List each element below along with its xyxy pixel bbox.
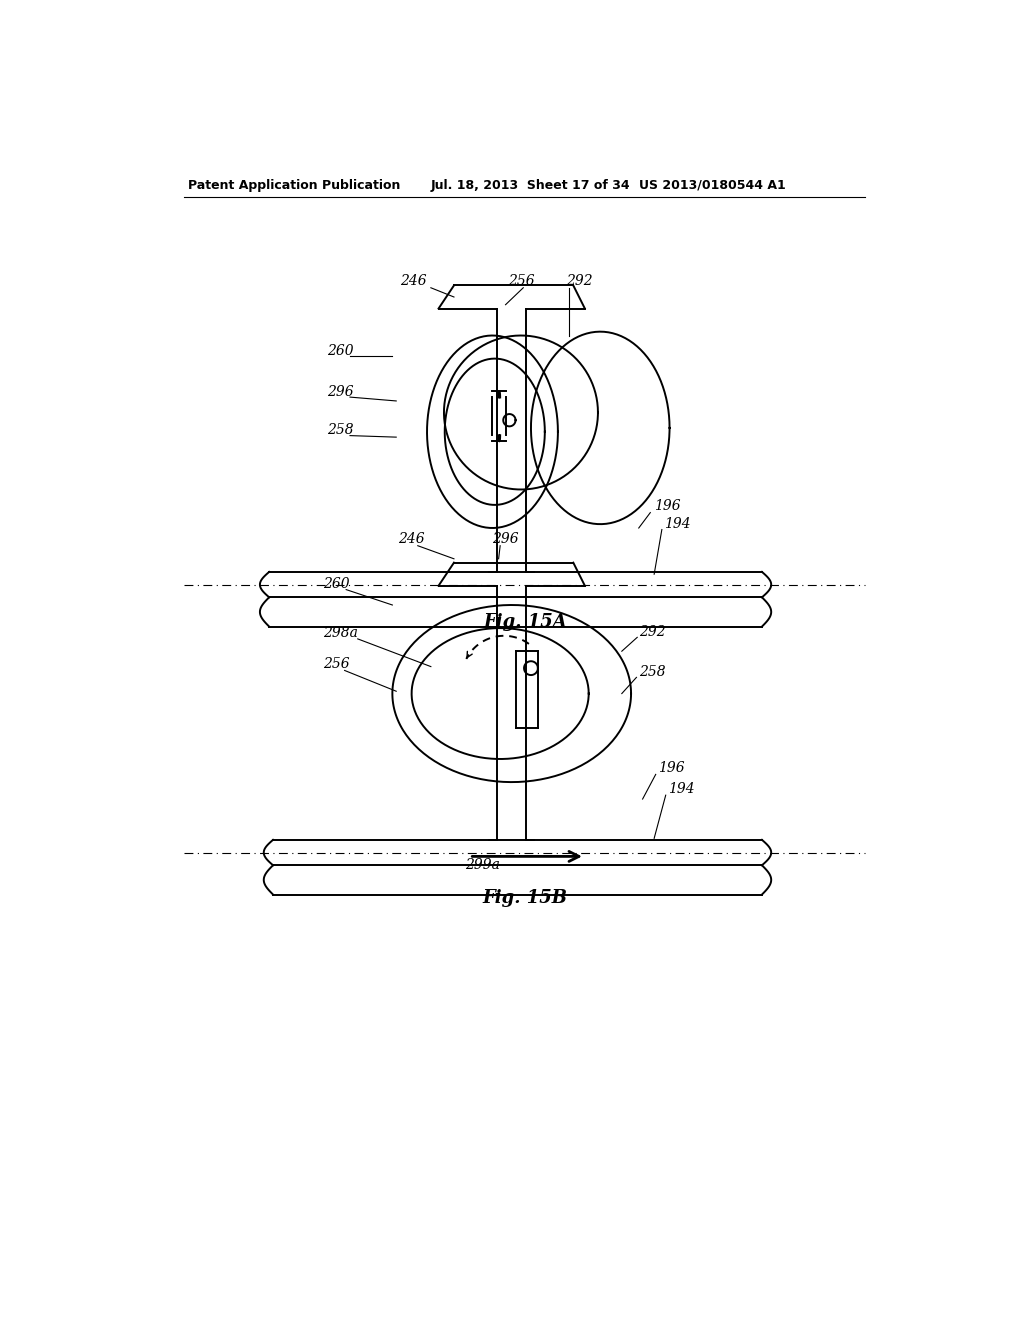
Text: 256: 256 (323, 657, 349, 671)
Text: 196: 196 (658, 762, 685, 775)
Text: 246: 246 (398, 532, 425, 546)
Text: Fig. 15B: Fig. 15B (482, 888, 567, 907)
Text: 194: 194 (668, 781, 694, 796)
Text: 298a: 298a (323, 627, 358, 640)
Text: 292: 292 (565, 275, 592, 289)
Text: Jul. 18, 2013  Sheet 17 of 34: Jul. 18, 2013 Sheet 17 of 34 (431, 178, 631, 191)
Text: 258: 258 (327, 424, 353, 437)
Text: 299a: 299a (466, 858, 501, 873)
Text: Fig. 15A: Fig. 15A (483, 612, 566, 631)
Text: 256: 256 (508, 275, 535, 289)
Text: 194: 194 (665, 517, 691, 531)
Text: 196: 196 (654, 499, 681, 513)
Text: 260: 260 (323, 577, 349, 591)
Text: 296: 296 (493, 532, 519, 546)
Text: 292: 292 (639, 624, 666, 639)
Text: 246: 246 (400, 275, 427, 289)
Text: 296: 296 (327, 384, 353, 399)
Text: Patent Application Publication: Patent Application Publication (188, 178, 400, 191)
Text: 260: 260 (327, 343, 353, 358)
Text: US 2013/0180544 A1: US 2013/0180544 A1 (639, 178, 785, 191)
Text: 258: 258 (639, 665, 666, 678)
